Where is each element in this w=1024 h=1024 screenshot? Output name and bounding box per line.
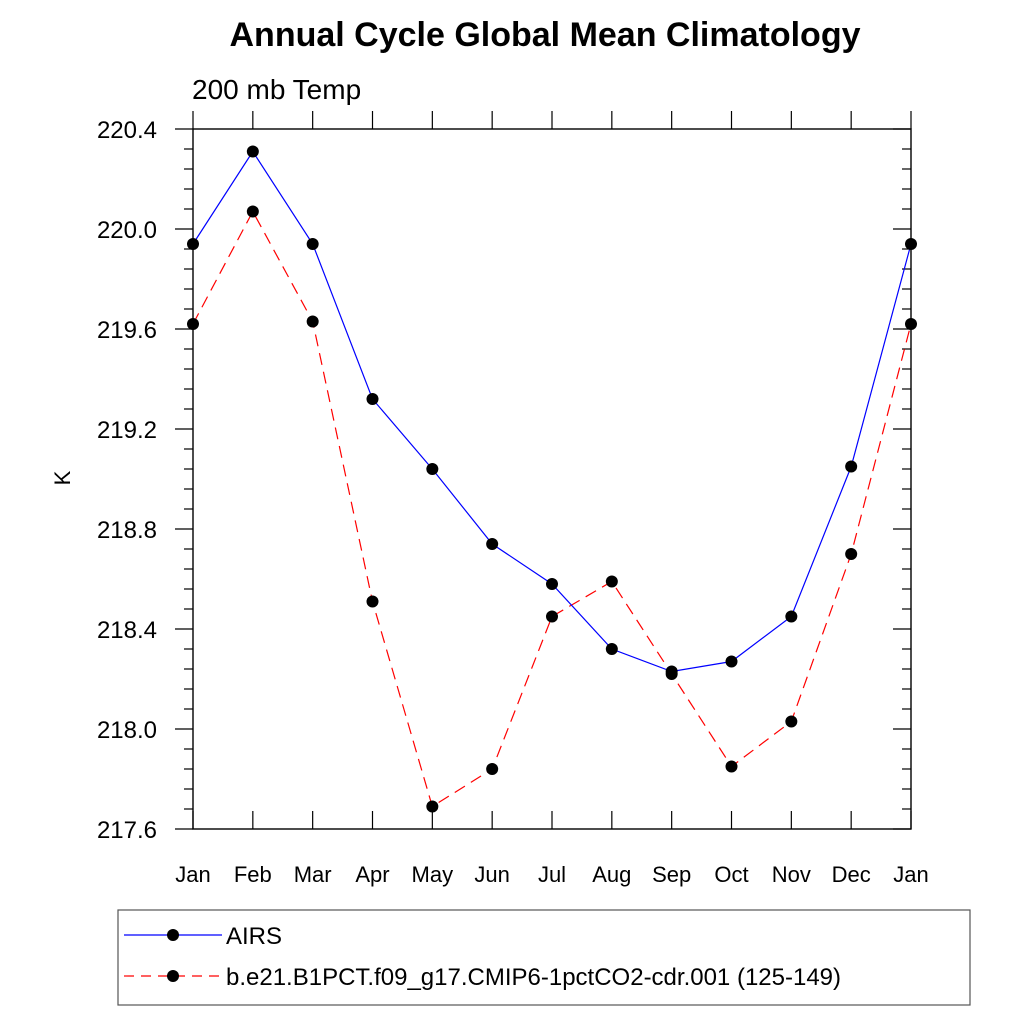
- data-point-series-0: [725, 655, 738, 668]
- x-tick-label: Jan: [893, 862, 928, 887]
- legend: AIRS b.e21.B1PCT.f09_g17.CMIP6-1pctCO2-c…: [117, 909, 971, 1006]
- y-tick-label: 220.0: [97, 217, 157, 244]
- x-tick-label: Feb: [234, 862, 272, 887]
- y-tick-label: 217.6: [97, 817, 157, 844]
- legend-box: [117, 909, 971, 1006]
- data-point-series-0: [605, 643, 618, 655]
- x-tick-label: Jun: [474, 862, 509, 887]
- x-tick-label: May: [412, 862, 454, 887]
- data-point-series-0: [486, 538, 499, 550]
- axis-ticks: [175, 111, 912, 830]
- x-tick-label: Sep: [652, 862, 691, 887]
- legend-label-airs: AIRS: [226, 923, 282, 950]
- y-tick-label: 218.0: [97, 717, 157, 744]
- x-tick-label: Jan: [175, 862, 210, 887]
- data-point-series-0: [366, 393, 379, 405]
- legend-label-model: b.e21.B1PCT.f09_g17.CMIP6-1pctCO2-cdr.00…: [226, 964, 841, 991]
- data-point-series-0: [426, 463, 439, 475]
- x-tick-labels: Jan Feb Mar Apr May Jun Jul Aug Sep Oct Nov Dec Jan: [175, 862, 928, 887]
- chart-subtitle: 200 mb Temp: [192, 74, 361, 105]
- series-line-1: [192, 210, 912, 808]
- data-point-series-1: [426, 800, 439, 813]
- legend-marker-airs: [167, 929, 179, 941]
- x-tick-label: Dec: [832, 862, 871, 887]
- data-point-series-0: [845, 460, 858, 473]
- y-tick-label: 218.4: [97, 617, 157, 644]
- data-point-series-1: [486, 763, 499, 775]
- data-point-series-1: [546, 610, 558, 623]
- x-tick-label: Aug: [592, 862, 631, 887]
- data-point-series-0: [246, 145, 259, 158]
- data-point-series-1: [306, 315, 319, 328]
- data-point-series-0: [306, 238, 319, 250]
- y-tick-label: 218.8: [97, 517, 157, 544]
- data-point-series-1: [725, 760, 738, 773]
- plot-frame: [192, 128, 912, 830]
- x-tick-label: Mar: [294, 862, 332, 887]
- x-tick-label: Jul: [538, 862, 566, 887]
- data-point-series-0: [785, 610, 798, 623]
- data-point-series-0: [546, 578, 558, 590]
- y-tick-label: 219.2: [97, 417, 157, 444]
- y-tick-label: 220.4: [97, 117, 157, 144]
- data-point-series-1: [845, 548, 858, 560]
- data-point-series-1: [605, 575, 618, 588]
- chart-title: Annual Cycle Global Mean Climatology: [230, 16, 861, 54]
- x-tick-label: Apr: [355, 862, 389, 887]
- data-point-series-1: [366, 595, 379, 608]
- data-point-series-1: [246, 205, 259, 218]
- data-point-series-0: [665, 665, 678, 678]
- x-tick-label: Oct: [714, 862, 748, 887]
- y-tick-label: 219.6: [97, 317, 157, 344]
- series-layer: [187, 145, 917, 813]
- series-line-0: [192, 150, 912, 673]
- y-axis-label: K: [50, 470, 75, 485]
- legend-marker-model: [167, 970, 179, 982]
- x-tick-label: Nov: [772, 862, 811, 887]
- y-tick-labels: 220.4 220.0 219.6 219.2 218.8 218.4 218.0 217.6: [97, 117, 157, 844]
- data-point-series-1: [785, 715, 798, 728]
